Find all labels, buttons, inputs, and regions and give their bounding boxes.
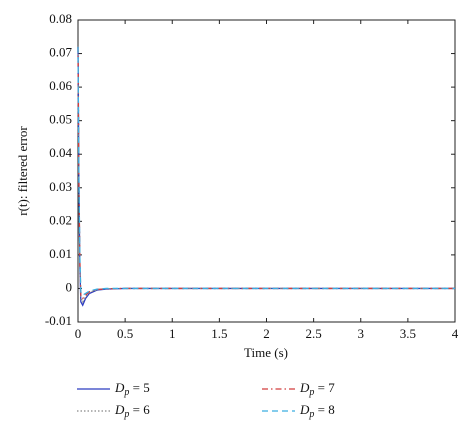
legend-rest: = 8: [314, 402, 334, 417]
x-tick-label: 0: [75, 326, 82, 341]
y-tick-label: 0.02: [49, 212, 72, 227]
x-tick-label: 4: [452, 326, 459, 341]
legend-symbol: D: [114, 402, 125, 417]
series-line: [77, 46, 455, 297]
x-tick-label: 0.5: [117, 326, 133, 341]
y-tick-label: 0.03: [49, 179, 72, 194]
legend-subscript: p: [123, 409, 129, 420]
x-tick-label: 1.5: [211, 326, 227, 341]
y-tick-label: 0.07: [49, 45, 72, 60]
legend-label: Dp = 5: [114, 380, 150, 398]
legend-symbol: D: [299, 402, 310, 417]
y-tick-label: 0: [66, 279, 73, 294]
legend-label: Dp = 6: [114, 402, 150, 420]
legend-symbol: D: [114, 380, 125, 395]
series-line: [77, 46, 455, 304]
legend-subscript: p: [308, 387, 314, 398]
series-line: [77, 46, 455, 300]
legend-subscript: p: [308, 409, 314, 420]
legend-rest: = 5: [129, 380, 149, 395]
x-tick-label: 2.5: [306, 326, 322, 341]
legend-label: Dp = 7: [299, 380, 335, 398]
y-axis-label: r(t): filtered error: [15, 126, 30, 216]
legend-rest: = 7: [314, 380, 335, 395]
legend-symbol: D: [299, 380, 310, 395]
series-line: [77, 46, 455, 307]
x-tick-label: 1: [169, 326, 176, 341]
y-tick-label: 0.01: [49, 246, 72, 261]
x-tick-label: 3.5: [400, 326, 416, 341]
plot-frame: [77, 19, 456, 323]
legend-subscript: p: [123, 387, 129, 398]
y-tick-label: -0.01: [45, 313, 72, 328]
legend-label: Dp = 8: [299, 402, 335, 420]
y-tick-label: 0.06: [49, 78, 72, 93]
x-tick-label: 2: [263, 326, 270, 341]
y-tick-label: 0.05: [49, 112, 72, 127]
x-axis-label: Time (s): [244, 345, 288, 360]
x-tick-label: 3: [358, 326, 365, 341]
y-tick-label: 0.08: [49, 11, 72, 26]
y-tick-label: 0.04: [49, 145, 72, 160]
legend-rest: = 6: [129, 402, 150, 417]
